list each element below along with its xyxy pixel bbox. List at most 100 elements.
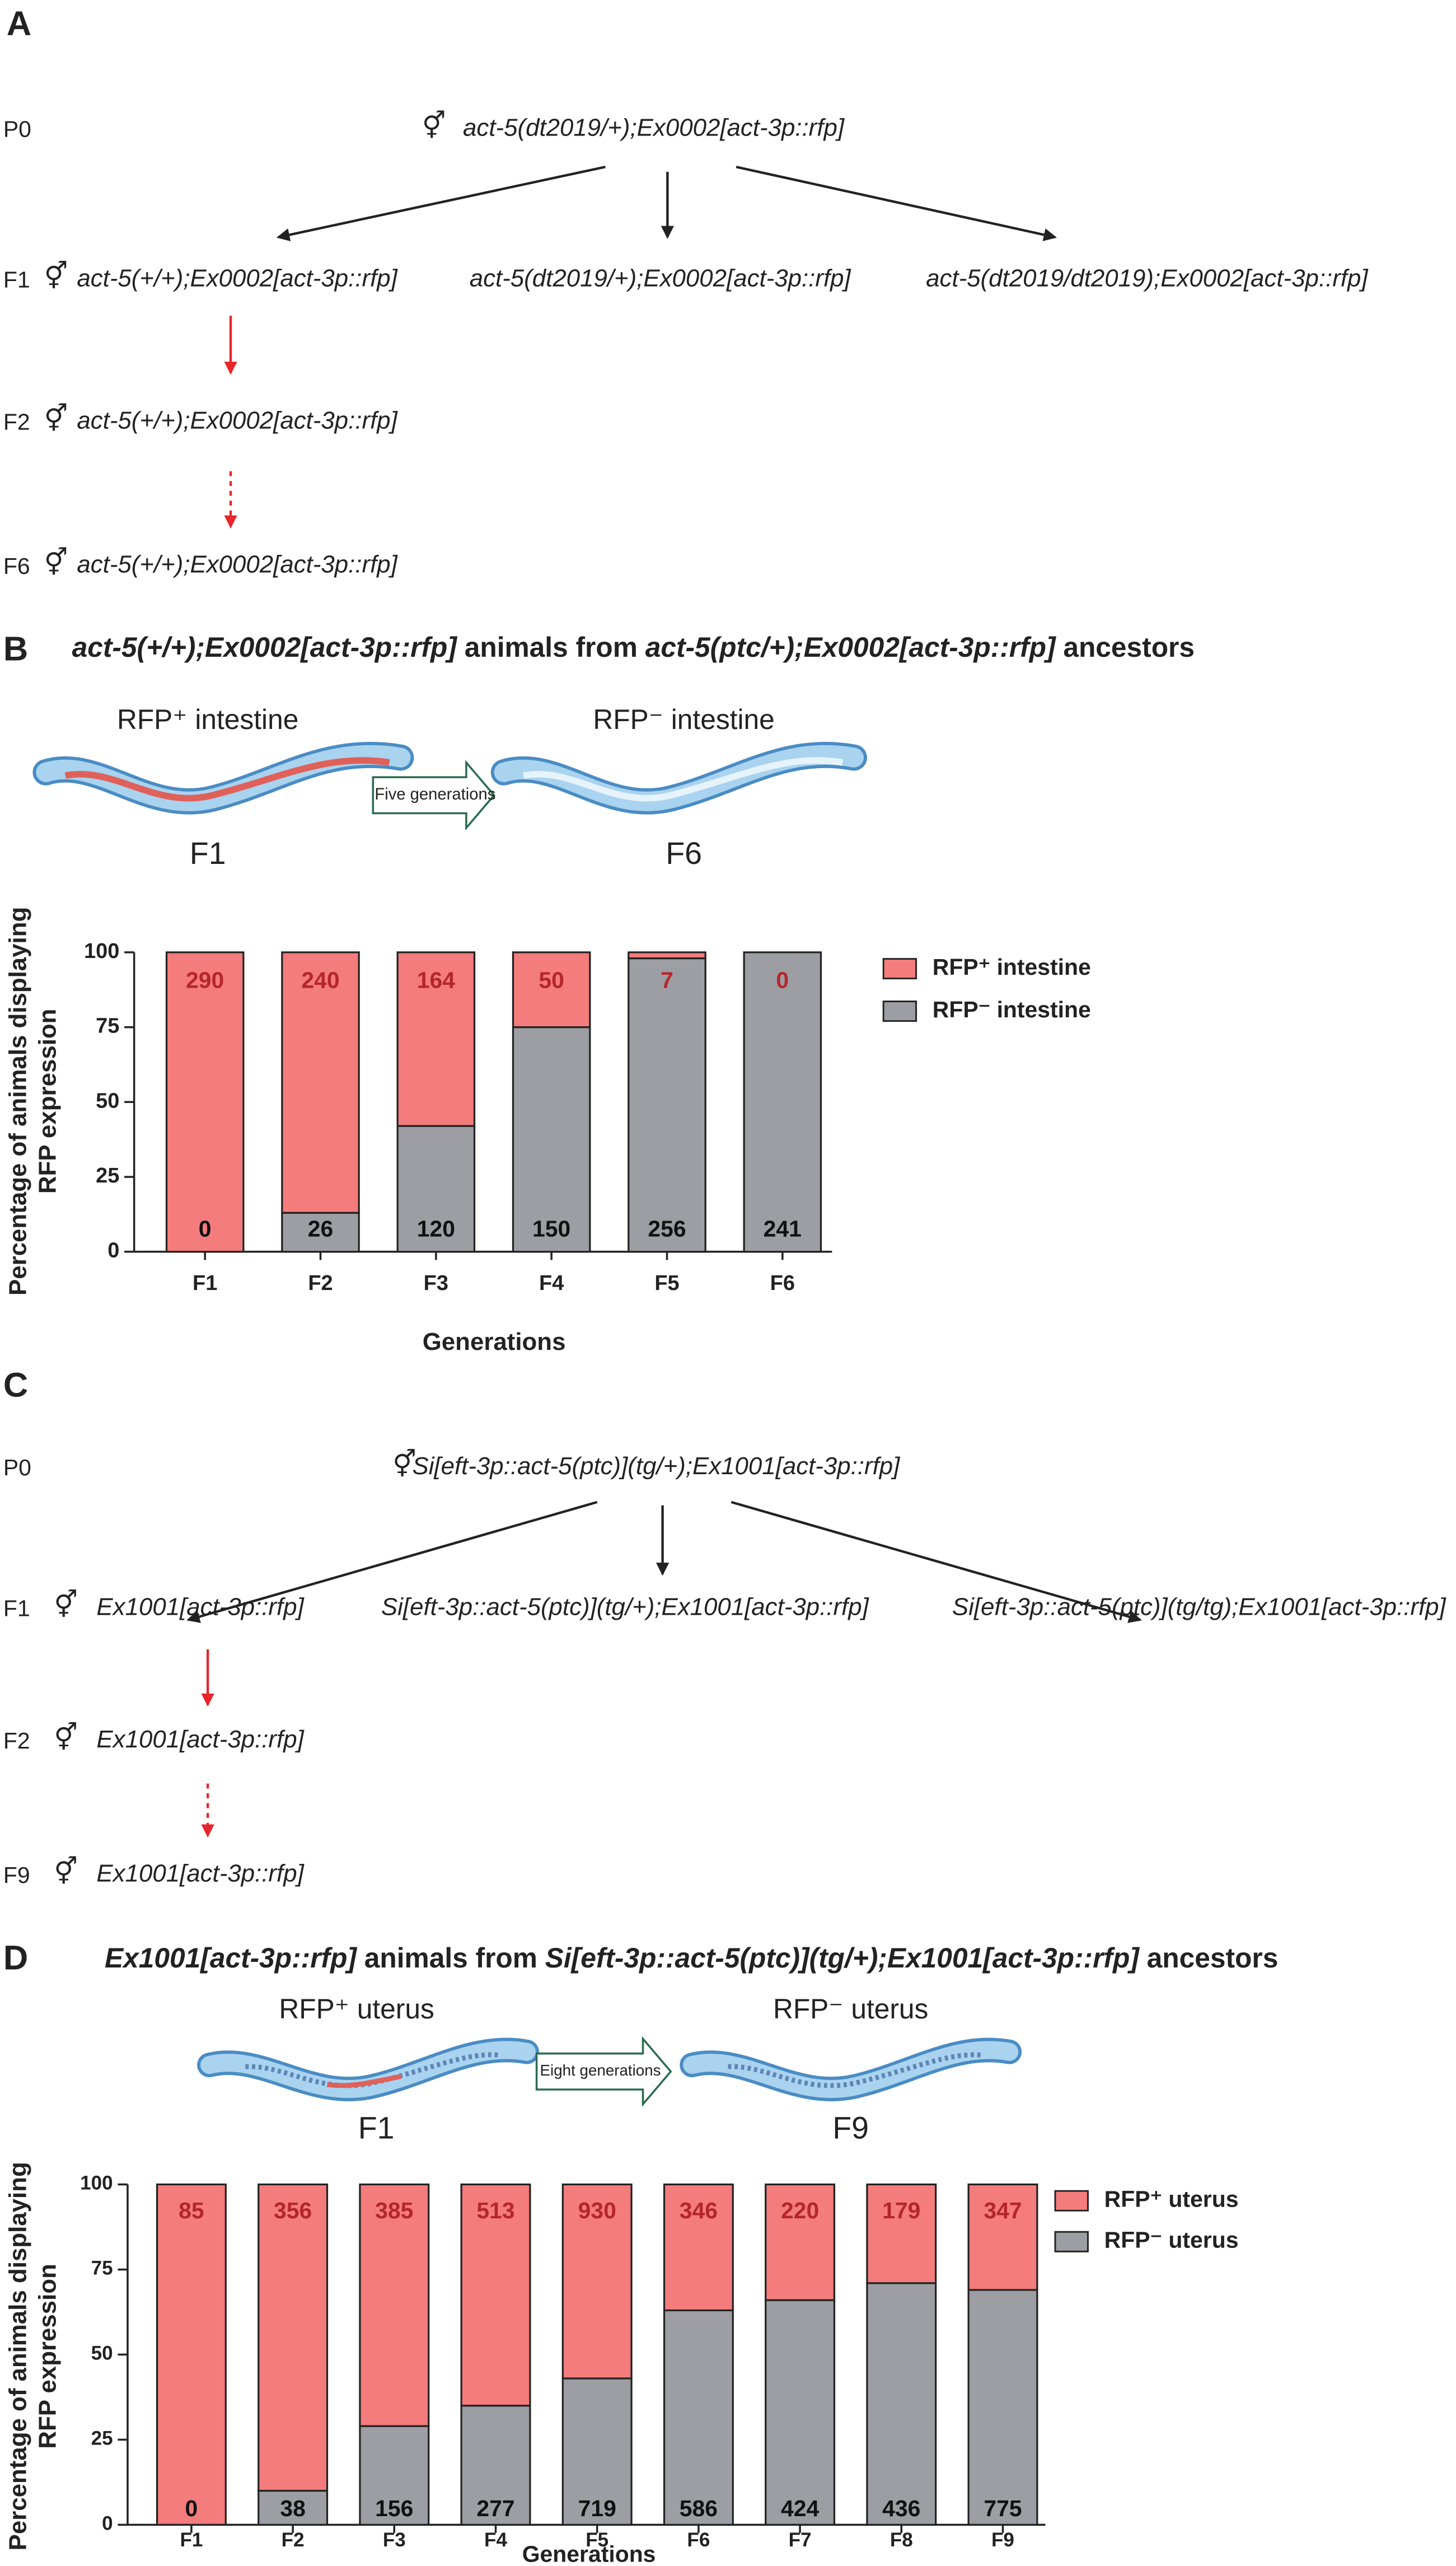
symbol: ⚥ [422,110,446,140]
worm-label: RFP⁻ uterus [773,1993,928,2025]
symbol: ⚥ [54,1589,77,1619]
bar-segment [512,951,591,1029]
count-label: 220 [781,2198,819,2223]
bar-segment [765,2183,836,2301]
genotype: Si[eft-3p::act-5(ptc)](tg/+);Ex1001[act-… [381,1593,870,1620]
panel-label: B [3,629,28,668]
count-label: 120 [417,1216,455,1242]
bar-segment [396,951,476,1127]
count-label: 775 [984,2495,1022,2521]
worm [490,741,867,815]
count-label: 156 [375,2495,413,2521]
count-label: 241 [764,1216,802,1242]
x-tick-label: F1 [180,2529,203,2551]
worm-generation: F1 [358,2111,395,2146]
legend-swatch [882,958,917,980]
count-label: 586 [680,2495,718,2521]
y-tick-label: 50 [96,1089,119,1113]
count-label: 50 [539,967,564,993]
y-axis-label: Percentage of animals displaying [4,2162,32,2550]
count-label: 347 [984,2198,1022,2223]
generation-arrow [372,760,495,831]
bar-segment [628,957,706,1253]
bar-segment [359,2183,430,2427]
bar-segment [460,2404,531,2526]
generation: F1 [3,267,30,292]
y-axis-label: RFP expression [34,1009,61,1194]
x-tick-label: F6 [687,2529,710,2551]
title-part: animals from [357,1942,545,1974]
legend-swatch [1054,2231,1089,2252]
bar-segment [561,2183,633,2380]
y-tick-label: 75 [91,2257,113,2279]
worm-generation: F6 [666,836,702,871]
legend-label: RFP⁻ uterus [1104,2227,1239,2253]
symbol: ⚥ [392,1448,416,1479]
y-tick-label: 25 [91,2428,113,2450]
title-part: act-5(+/+);Ex0002[act-3p::rfp] [72,632,458,663]
bar-segment [663,2183,734,2312]
genotype: Si[eft-3p::act-5(ptc)](tg/+);Ex1001[act-… [412,1452,901,1480]
genotype: act-5(+/+);Ex0002[act-3p::rfp] [77,264,398,292]
genotype: Ex1001[act-3p::rfp] [96,1860,305,1887]
count-label: 0 [776,967,789,993]
x-tick-label: F3 [383,2529,406,2551]
legend-swatch [882,1001,917,1022]
bar-segment [281,951,360,1214]
count-label: 164 [417,967,456,993]
legend-label: RFP⁻ intestine [933,997,1091,1022]
y-axis-label: RFP expression [34,2264,61,2448]
count-label: 385 [375,2198,413,2223]
y-tick-label: 0 [102,2513,113,2535]
genotype: act-5(dt2019/+);Ex0002[act-3p::rfp] [470,264,852,292]
count-label: 277 [476,2495,514,2521]
genotype: act-5(dt2019/+);Ex0002[act-3p::rfp] [463,114,845,141]
y-tick-label: 0 [107,1239,119,1263]
arrow [276,165,606,241]
panel-label: C [3,1366,28,1404]
count-label: 346 [680,2198,718,2223]
x-axis-label: Generations [423,1328,566,1356]
title-part: ancestors [1056,632,1195,663]
title-part: animals from [457,632,645,663]
title-part: Ex1001[act-3p::rfp] [105,1942,357,1974]
genotype: act-5(dt2019/dt2019);Ex0002[act-3p::rfp] [926,264,1369,292]
count-label: 179 [882,2198,920,2223]
x-tick-label: F1 [193,1272,217,1295]
legend-swatch [1054,2190,1089,2212]
count-label: 719 [578,2495,616,2521]
genotype: act-5(+/+);Ex0002[act-3p::rfp] [77,551,398,578]
bar-segment [396,1125,476,1253]
generation: F6 [3,553,30,579]
legend-label: RFP⁺ uterus [1104,2186,1239,2212]
bar-segment [281,1212,360,1253]
bar-segment [866,2282,937,2526]
x-tick-label: F6 [770,1272,795,1295]
count-label: 513 [476,2198,514,2223]
x-tick-label: F4 [484,2529,507,2551]
worm-label: RFP⁺ intestine [117,704,298,735]
panel-label: D [3,1938,28,1977]
worm [32,741,414,815]
bar-segment [165,951,245,1253]
arrow-text: Five generations [374,786,495,803]
arrow-text: Eight generations [540,2062,661,2079]
count-label: 930 [578,2198,616,2223]
panel-title: Ex1001[act-3p::rfp] animals from Si[eft-… [105,1942,1278,1974]
bar-segment [967,2289,1038,2526]
x-axis-label: Generations [522,2541,656,2566]
count-label: 26 [308,1216,334,1242]
legend-label: RFP⁺ intestine [933,954,1091,980]
title-part: ancestors [1139,1942,1278,1974]
worm-generation: F9 [832,2111,869,2146]
genotype: Ex1001[act-3p::rfp] [96,1726,305,1753]
generation: F2 [3,1728,30,1754]
generation: F1 [3,1596,30,1621]
generation: F2 [3,409,30,435]
genotype: act-5(+/+);Ex0002[act-3p::rfp] [77,407,398,434]
title-part: act-5(ptc/+);Ex0002[act-3p::rfp] [645,632,1056,663]
count-label: 38 [280,2495,306,2521]
count-label: 85 [179,2198,204,2223]
x-tick-label: F2 [308,1272,333,1295]
